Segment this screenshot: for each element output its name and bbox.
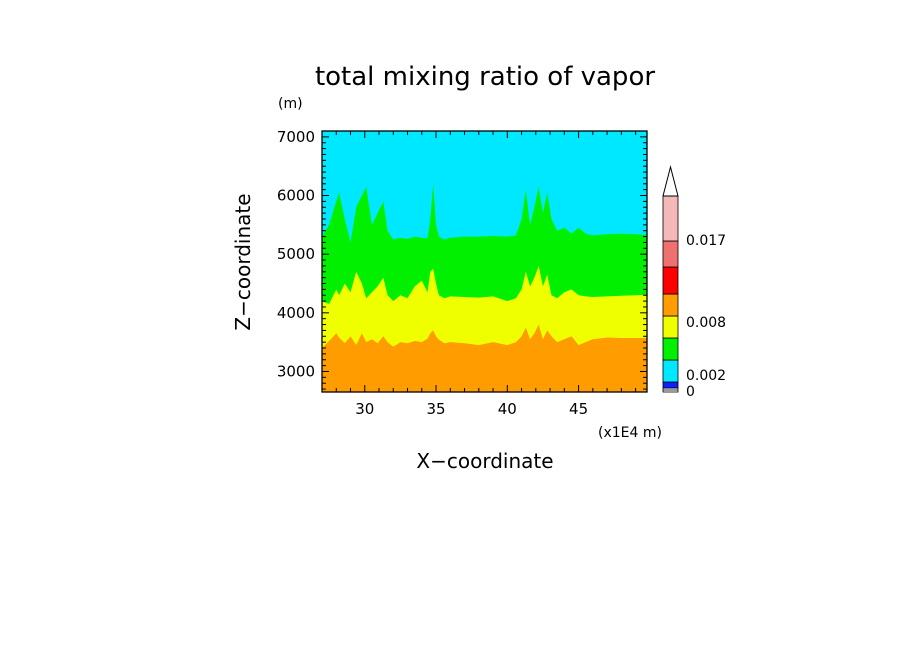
x-tick-label: 45 bbox=[569, 400, 588, 418]
colorbar-extend-arrow bbox=[662, 165, 679, 197]
colorbar-swatch bbox=[662, 266, 679, 295]
colorbar-swatch bbox=[662, 315, 679, 339]
y-tick-label: 5000 bbox=[277, 245, 315, 263]
colorbar-swatch bbox=[662, 381, 679, 389]
band-3 bbox=[322, 131, 647, 243]
colorbar-swatch bbox=[662, 359, 679, 383]
x-tick-label: 35 bbox=[426, 400, 445, 418]
colorbar-label: 0.002 bbox=[686, 368, 726, 384]
chart-title: total mixing ratio of vapor bbox=[315, 62, 655, 92]
colorbar-label: 0.017 bbox=[686, 233, 726, 249]
x-tick-label: 30 bbox=[355, 400, 374, 418]
x-tick-label: 40 bbox=[498, 400, 517, 418]
colorbar-label: 0 bbox=[686, 384, 695, 400]
x-axis-unit: (x1E4 m) bbox=[598, 425, 662, 441]
y-tick-label: 4000 bbox=[277, 304, 315, 322]
y-axis: 3000 4000 5000 6000 7000 bbox=[277, 128, 647, 390]
x-axis-title: X−coordinate bbox=[416, 449, 553, 473]
colorbar: 00.002 0.008 0.017 bbox=[662, 165, 726, 400]
contour-bands bbox=[322, 131, 647, 392]
colorbar-swatch bbox=[662, 240, 679, 268]
y-axis-unit: (m) bbox=[278, 96, 303, 112]
colorbar-swatch bbox=[662, 293, 679, 317]
y-tick-label: 6000 bbox=[277, 187, 315, 205]
y-axis-title: Z−coordinate bbox=[231, 193, 255, 330]
y-tick-label: 3000 bbox=[277, 362, 315, 380]
colorbar-swatch bbox=[662, 337, 679, 361]
colorbar-swatch bbox=[662, 195, 679, 242]
colorbar-label: 0.008 bbox=[686, 315, 726, 331]
x-axis: 30 35 40 45 bbox=[321, 131, 637, 418]
y-tick-label: 7000 bbox=[277, 128, 315, 146]
plot-area: 30 35 40 45 3000 4000 5000 6000 7000 bbox=[277, 128, 648, 418]
plot-frame bbox=[321, 130, 648, 393]
